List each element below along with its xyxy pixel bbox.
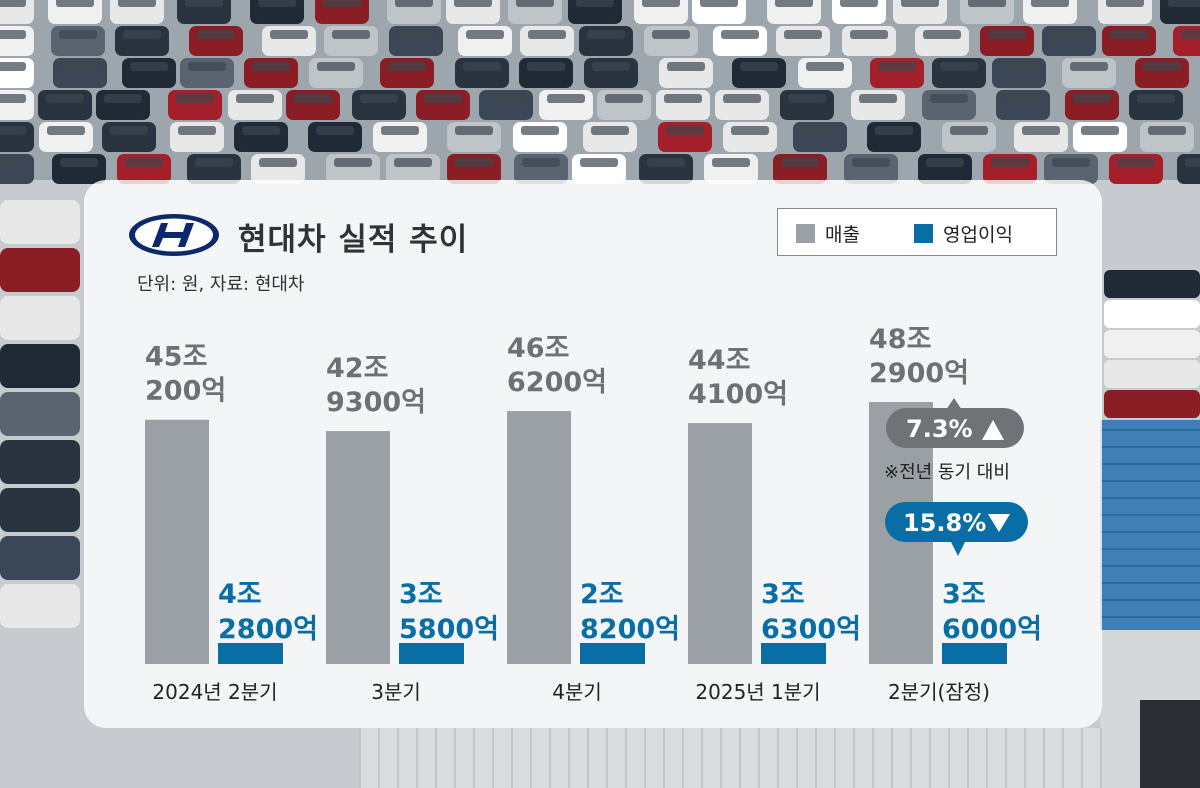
profit-bar <box>942 643 1007 664</box>
category-label: 2025년 1분기 <box>695 680 820 704</box>
profit-value-label: 6000억 <box>942 614 1042 645</box>
legend: 매출 영업이익 <box>777 208 1057 256</box>
legend-label-revenue: 매출 <box>825 224 860 246</box>
revenue-value-label: 48조 <box>869 324 931 355</box>
revenue-value-label: 6200억 <box>507 367 607 398</box>
profit-value-label: 3조 <box>761 579 805 610</box>
revenue-change-value: 7.3% <box>906 415 973 443</box>
profit-value-label: 6300억 <box>761 614 861 645</box>
comparison-note: ※전년 동기 대비 <box>884 462 1010 483</box>
profit-change-badge: 15.8% <box>885 502 1028 556</box>
profit-value-label: 5800억 <box>399 614 499 645</box>
revenue-value-label: 200억 <box>145 376 226 407</box>
profit-value-label: 3조 <box>942 579 986 610</box>
profit-bar <box>218 643 283 664</box>
legend-swatch-revenue <box>796 224 815 243</box>
revenue-bar <box>688 423 752 664</box>
profit-bar <box>580 643 645 664</box>
profit-change-value: 15.8% <box>903 509 986 537</box>
revenue-bar <box>326 431 390 664</box>
up-arrow-icon <box>982 420 1004 440</box>
hyundai-logo-icon <box>129 214 219 256</box>
revenue-value-label: 44조 <box>688 345 750 376</box>
profit-value-label: 4조 <box>218 579 262 610</box>
revenue-value-label: 9300억 <box>326 387 426 418</box>
revenue-value-label: 42조 <box>326 353 388 384</box>
profit-bar <box>761 643 826 664</box>
category-label: 2024년 2분기 <box>152 680 277 704</box>
revenue-bar <box>145 419 209 664</box>
revenue-change-badge: 7.3% <box>886 398 1024 448</box>
chart-title: 현대차 실적 추이 <box>238 222 469 258</box>
legend-label-profit: 영업이익 <box>943 224 1013 246</box>
profit-value-label: 2조 <box>580 579 624 610</box>
revenue-value-label: 45조 <box>145 342 207 373</box>
chart-subtitle: 단위: 원, 자료: 현대차 <box>137 274 305 295</box>
profit-value-label: 8200억 <box>580 614 680 645</box>
category-label: 3분기 <box>371 680 421 704</box>
revenue-value-label: 4100억 <box>688 379 788 410</box>
profit-value-label: 2800억 <box>218 614 318 645</box>
down-arrow-icon <box>988 514 1010 532</box>
category-label: 2분기(잠정) <box>888 680 990 704</box>
revenue-value-label: 2900억 <box>869 358 969 389</box>
revenue-value-label: 46조 <box>507 333 569 364</box>
category-label: 4분기 <box>552 680 602 704</box>
revenue-bar <box>507 411 571 664</box>
profit-value-label: 3조 <box>399 579 443 610</box>
profit-bar <box>399 643 464 664</box>
legend-swatch-profit <box>914 224 933 243</box>
